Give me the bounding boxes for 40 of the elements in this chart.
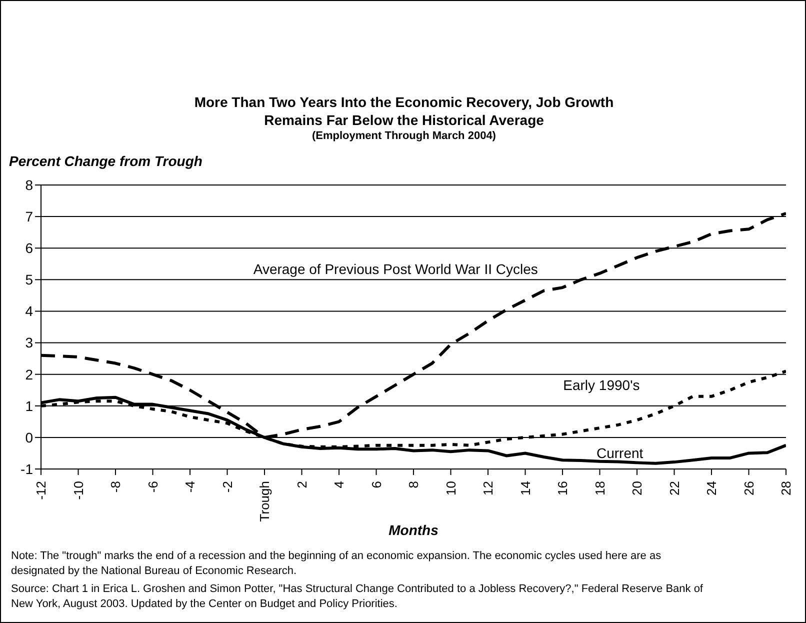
x-tick-label: Trough [257, 481, 272, 522]
y-tick-label: 1 [25, 398, 34, 414]
x-tick-label: 12 [480, 481, 496, 496]
x-tick-label: 4 [332, 481, 346, 488]
x-tick-label: 10 [443, 481, 458, 496]
x-tick-label: 26 [741, 481, 756, 496]
chart-title: More Than Two Years Into the Economic Recovery, Job Growth Remains Far Below the Historical Average [193, 93, 615, 129]
text: Note: The "trough" marks the end of a recession and the beginning of an economic expansion. The economic cycles used here are as designated by the National Bureau of Economic Research. [11, 549, 662, 579]
x-axis-title: Months [388, 522, 439, 538]
y-tick-label: -1 [20, 460, 34, 477]
source-note: Source: Chart 1 in Erica L. Groshen and Simon Potter, "Has Structural Change Contributed to a Jobless Recovery?," Federal Reserve Bank of New York, August 2003. Updated by the Center on Budget and Policy Priorities. [11, 582, 704, 612]
x-tick-label: 24 [704, 481, 719, 496]
chart-subtitle: (Employment Through March 2004) [311, 129, 497, 143]
x-tick-label: -8 [108, 481, 123, 493]
x-tick-label: 8 [406, 481, 421, 488]
y-tick-label: 0 [25, 429, 34, 446]
x-tick-label: 2 [294, 481, 310, 488]
series-label: Average of Previous Post World War II Cycles [253, 260, 538, 277]
x-tick-label: -10 [70, 481, 86, 500]
y-tick-label: 3 [25, 334, 34, 351]
y-tick-label: 7 [25, 208, 34, 225]
x-tick-label: 20 [630, 481, 644, 496]
x-tick-label: -6 [145, 481, 160, 493]
x-tick-label: 18 [592, 481, 608, 496]
x-tick-label: -12 [34, 481, 48, 500]
x-tick-label: 14 [518, 481, 533, 496]
series-label: Current [596, 445, 644, 462]
y-tick-label: 4 [25, 303, 34, 320]
x-tick-label: -2 [220, 481, 235, 493]
y-tick-label: 6 [25, 240, 34, 256]
x-tick-label: 22 [666, 481, 682, 496]
y-axis-title: Percent Change from Trough [9, 153, 202, 169]
x-tick-label: 6 [368, 481, 384, 488]
y-tick-label: 5 [25, 272, 34, 288]
y-tick-label: 8 [25, 176, 34, 193]
x-tick-label: 28 [778, 481, 794, 496]
x-tick-label: 16 [555, 481, 570, 496]
series-label: Early 1990's [563, 377, 640, 394]
y-tick-label: 2 [25, 366, 34, 382]
x-tick-label: -4 [182, 481, 198, 493]
